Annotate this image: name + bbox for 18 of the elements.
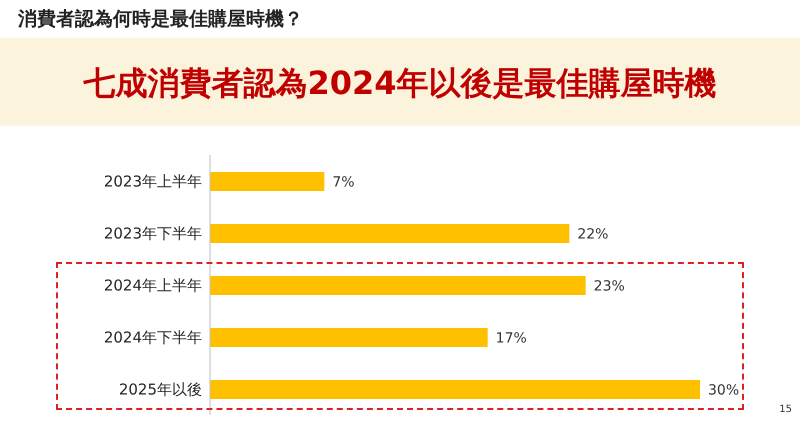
bar bbox=[210, 328, 488, 347]
data-label: 7% bbox=[332, 174, 355, 190]
data-label: 23% bbox=[594, 278, 625, 294]
y-tick-label: 2023年上半年 bbox=[104, 172, 202, 190]
text: 15 bbox=[779, 404, 792, 415]
data-label: 30% bbox=[708, 382, 740, 398]
chart-title: 消費者認為何時是最佳購屋時機？ bbox=[18, 7, 303, 32]
y-tick-label: 2025年以後 bbox=[118, 380, 202, 398]
y-tick-label: 2024年下半年 bbox=[104, 328, 202, 346]
bar bbox=[210, 172, 324, 191]
data-label: 22% bbox=[577, 226, 608, 242]
bar bbox=[210, 224, 570, 243]
bar bbox=[210, 380, 700, 399]
y-tick-label: 2023年下半年 bbox=[104, 224, 202, 242]
data-label: 17% bbox=[496, 330, 527, 346]
bar bbox=[210, 276, 586, 295]
chart-subtitle: 七成消費者認為2024年以後是最佳購屋時機 bbox=[82, 63, 718, 104]
y-tick-label: 2024年上半年 bbox=[104, 276, 202, 294]
